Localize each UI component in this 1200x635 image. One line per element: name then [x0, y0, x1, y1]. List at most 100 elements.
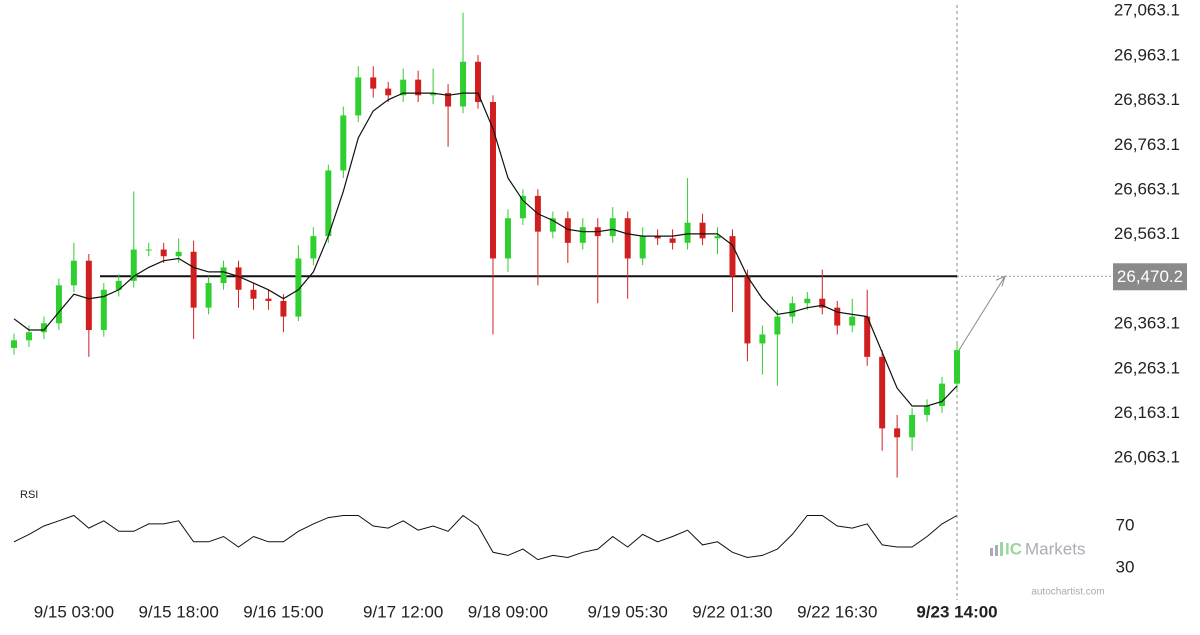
candle-body	[879, 356, 886, 429]
candle-body	[789, 303, 796, 317]
x-tick-label: 9/15 03:00	[34, 602, 114, 621]
candle-body	[235, 267, 242, 290]
candle-body	[205, 283, 212, 308]
candle-body	[609, 218, 616, 237]
candle-body	[460, 61, 467, 107]
candle-body	[489, 102, 496, 259]
candle-body	[549, 218, 556, 232]
candle-body	[579, 227, 586, 243]
projection-arrow	[958, 276, 1006, 351]
candle-body	[295, 258, 302, 317]
x-tick-label: 9/15 18:00	[138, 602, 218, 621]
y-tick-label: 26,363.1	[1114, 314, 1180, 333]
y-tick-label: 26,763.1	[1114, 135, 1180, 154]
candle-body	[684, 222, 691, 243]
candle-body	[744, 276, 751, 344]
y-tick-label: 26,963.1	[1114, 45, 1180, 64]
rsi-tick-label: 70	[1116, 515, 1135, 534]
y-tick-label: 27,063.1	[1114, 1, 1180, 20]
candle-body	[909, 414, 916, 438]
level-label: 26,470.2	[1117, 267, 1183, 286]
candle-body	[280, 300, 287, 317]
candle-body	[939, 383, 946, 407]
rsi-label: RSI	[20, 489, 38, 501]
candle-body	[504, 218, 511, 259]
candle-body	[85, 260, 92, 331]
x-tick-label: 9/18 09:00	[468, 602, 548, 621]
logo-bar	[1000, 542, 1003, 556]
candle-body	[400, 79, 407, 96]
candle-body	[669, 238, 676, 243]
candle-body	[55, 285, 62, 324]
candle-body	[175, 251, 182, 257]
candle-body	[864, 316, 871, 357]
candle-body	[11, 340, 17, 348]
candle-body	[759, 334, 766, 344]
x-tick-label: 9/23 14:00	[916, 602, 997, 621]
logo-bar	[995, 545, 998, 556]
watermark-name: Markets	[1025, 539, 1085, 558]
candle-body	[325, 170, 332, 237]
candle-body	[25, 332, 32, 341]
candle-body	[639, 236, 646, 259]
candle-body	[355, 77, 362, 116]
candle-body	[250, 289, 257, 299]
candle-body	[954, 350, 960, 384]
y-tick-label: 26,063.1	[1114, 448, 1180, 467]
candle-body	[475, 61, 482, 103]
x-tick-label: 9/19 05:30	[588, 602, 668, 621]
candle-body	[145, 249, 152, 251]
candle-body	[699, 222, 706, 239]
candle-body	[714, 236, 721, 239]
rsi-tick-label: 30	[1116, 557, 1135, 576]
watermark-prefix: IC	[1005, 539, 1022, 558]
candle-body	[430, 93, 437, 96]
candle-body	[729, 236, 736, 277]
y-tick-label: 26,563.1	[1114, 224, 1180, 243]
candle-body	[40, 323, 47, 333]
candle-body	[924, 406, 931, 415]
candle-body	[774, 316, 781, 335]
candle-body	[370, 77, 377, 89]
candle-body	[445, 93, 452, 107]
candle-body	[160, 249, 167, 257]
candle-body	[624, 218, 631, 259]
x-tick-label: 9/22 16:30	[797, 602, 877, 621]
x-tick-label: 9/22 01:30	[692, 602, 772, 621]
x-tick-label: 9/16 15:00	[243, 602, 323, 621]
y-tick-label: 26,263.1	[1114, 358, 1180, 377]
watermark-site: autochartist.com	[1031, 587, 1104, 598]
candle-body	[834, 307, 841, 326]
y-tick-label: 26,663.1	[1114, 180, 1180, 199]
candle-body	[130, 249, 137, 281]
candle-body	[819, 298, 826, 308]
candle-body	[519, 195, 526, 219]
watermark: IC Markets autochartist.com	[990, 539, 1105, 598]
moving-average	[13, 92, 958, 407]
candle-body	[385, 88, 392, 96]
y-tick-label: 26,863.1	[1114, 90, 1180, 109]
candle-body	[415, 79, 422, 96]
arrow-head	[995, 275, 1006, 287]
candle-body	[564, 218, 571, 243]
candle-body	[265, 298, 272, 301]
x-tick-label: 9/17 12:00	[363, 602, 443, 621]
candle-body	[190, 251, 197, 308]
candle-body	[220, 267, 227, 284]
candle-body	[849, 316, 856, 326]
candle-body	[70, 260, 77, 286]
candle-body	[100, 289, 107, 331]
candle-body	[804, 298, 811, 304]
candle-body	[310, 236, 317, 259]
rsi-line	[13, 514, 958, 561]
candle-body	[115, 280, 122, 290]
y-tick-label: 26,163.1	[1114, 403, 1180, 422]
level-label-box	[1113, 263, 1187, 291]
candle-body	[654, 236, 661, 239]
candle-body	[340, 115, 347, 171]
candle-body	[894, 428, 901, 438]
logo-bar	[990, 548, 993, 556]
